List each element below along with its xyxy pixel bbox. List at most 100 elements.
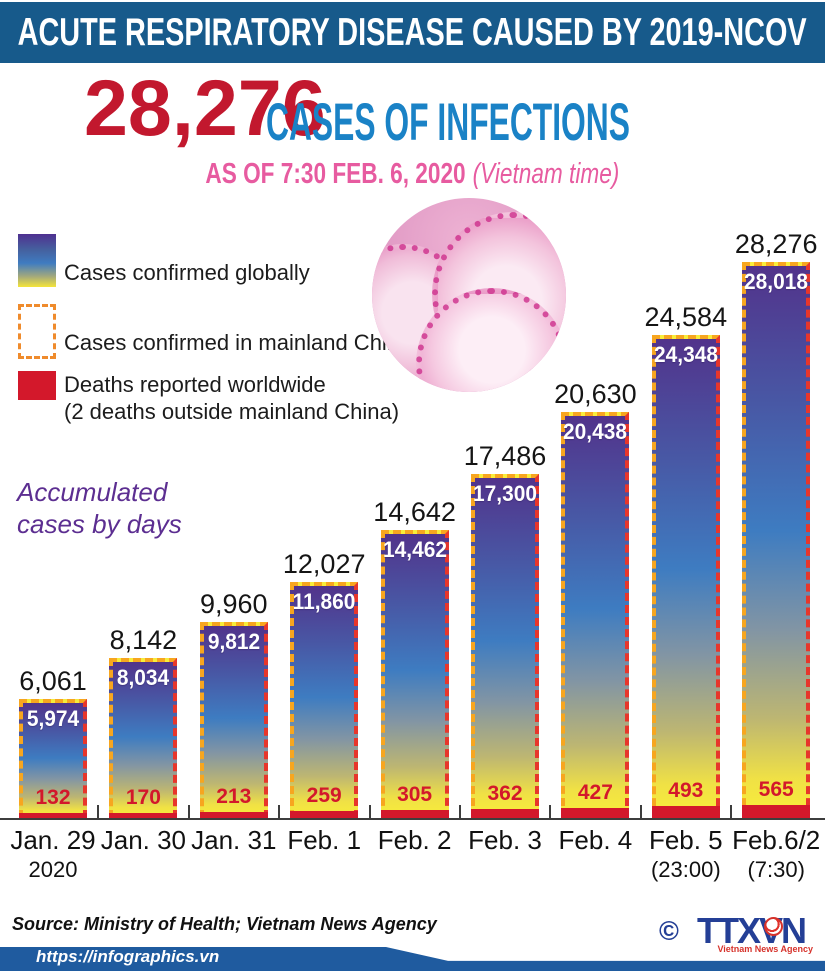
bar-china-label: 17,300: [473, 481, 537, 506]
axis-tick: [187, 805, 190, 818]
total-cases-count: 28,276: [84, 63, 326, 152]
bar-china-label: 8,034: [117, 665, 170, 690]
legend-label-deaths-note: (2 deaths outside mainland China): [64, 399, 400, 424]
bar-deaths-strip: [651, 806, 720, 818]
x-axis-label-sub: (23:00): [650, 857, 721, 882]
x-axis-label-date: Feb. 3: [468, 825, 542, 855]
x-axis-label-jan-30: Jan. 30: [78, 825, 208, 856]
x-axis-label-date: Feb. 5: [648, 825, 723, 855]
bar-deaths-strip: [290, 811, 359, 818]
x-axis-label-feb-1: Feb. 1: [259, 825, 389, 856]
legend-label-deaths: Deaths reported worldwide: [64, 372, 326, 397]
bar-deaths-label: 132: [35, 786, 71, 809]
legend-swatch-global: [18, 234, 56, 287]
x-axis-label-feb-2: Feb. 2: [350, 825, 480, 856]
bar-global-label: 14,642: [373, 497, 456, 527]
bar-feb-4: 20,630 20,438 427: [554, 379, 637, 818]
x-axis-label-date: Jan. 31: [191, 825, 277, 855]
bar-china-label: 28,018: [744, 269, 809, 294]
bar-china-label: 14,462: [382, 537, 447, 562]
infographics-url-link[interactable]: https://infographics.vn: [36, 947, 220, 966]
bar-global-label: 12,027: [282, 549, 366, 579]
axis-tick: [368, 805, 371, 818]
axis-tick: [730, 805, 733, 818]
bar-global-label: 17,486: [463, 441, 547, 471]
x-axis-label-date: Feb. 1: [287, 825, 362, 855]
bar-deaths-label: 305: [397, 783, 433, 806]
bar-jan-30: 8,142 8,034 170: [109, 625, 178, 818]
x-axis-label-date: Feb. 4: [558, 825, 633, 855]
x-axis-label-sub: (7:30): [747, 857, 805, 882]
bar-global-label: 8,142: [109, 625, 178, 655]
ttxvn-logo: TTXVN: [697, 910, 807, 952]
page-title: CASES OF INFECTIONS: [266, 93, 630, 152]
legend-label-global: Cases confirmed globally: [64, 260, 310, 285]
globe-icon: [764, 917, 784, 936]
bar-deaths-label: 427: [577, 781, 613, 804]
bar-global-label: 28,276: [734, 229, 818, 259]
legend-swatch-deaths: [18, 371, 56, 400]
virus-image: [372, 198, 566, 392]
chart-title-note: Accumulated cases by days: [17, 476, 182, 540]
legend-swatch-china: [18, 304, 56, 359]
bar-china-label: 5,974: [26, 706, 80, 731]
bar-jan-29: 6,061 5,974 132: [19, 666, 87, 818]
bar-deaths-label: 362: [487, 782, 523, 805]
bar-china-label: 11,860: [292, 589, 356, 614]
bar-feb-3: 17,486 17,300 362: [464, 441, 546, 818]
bar-deaths-strip: [380, 810, 449, 818]
axis-tick: [278, 805, 281, 818]
bar-china-label: 24,348: [653, 342, 718, 367]
x-axis-label-jan-29: Jan. 29 2020: [0, 825, 118, 883]
axis-tick: [459, 805, 461, 818]
bar-deaths-label: 170: [125, 786, 161, 809]
x-axis-label-sub: 2020: [28, 857, 78, 882]
chart-title-line2: cases by days: [17, 509, 182, 539]
bar-deaths-strip: [109, 813, 178, 818]
header-title: ACUTE RESPIRATORY DISEASE CAUSED BY 2019…: [17, 10, 808, 54]
x-axis-label-date: Jan. 30: [100, 825, 187, 855]
bar-deaths-strip: [742, 805, 811, 818]
x-axis-label-date: Feb. 2: [377, 825, 452, 855]
header-bar: ACUTE RESPIRATORY DISEASE CAUSED BY 2019…: [0, 2, 825, 63]
bar-feb-6-2: 28,276 28,018 565: [735, 229, 817, 818]
axis-tick: [639, 805, 642, 818]
x-axis-label-date: Jan. 29: [10, 825, 96, 855]
bar-feb-2: 14,642 14,462 305: [373, 497, 456, 818]
x-axis-label-feb-5: Feb. 5 (23:00): [621, 825, 751, 883]
x-axis-label-feb-6-2: Feb.6/2 (7:30): [711, 825, 825, 883]
bar-feb-5: 24,584 24,348 493: [645, 302, 727, 818]
bar-deaths-label: 493: [668, 779, 704, 802]
legend-label-china: Cases confirmed in mainland China: [64, 330, 412, 355]
bar-global-label: 9,960: [200, 589, 268, 619]
bar-deaths-strip: [19, 813, 87, 818]
bar-china-label: 9,812: [207, 629, 260, 654]
chart-title-line1: Accumulated: [17, 477, 168, 507]
bar-deaths-label: 213: [216, 785, 252, 808]
bar-deaths-strip: [471, 809, 539, 818]
bar-deaths-label: 259: [306, 784, 342, 807]
subtitle-wrap: AS OF 7:30 FEB. 6, 2020 (Vietnam time): [206, 158, 620, 191]
bar-global-label: 24,584: [644, 302, 728, 332]
timezone-note: (Vietnam time): [472, 158, 620, 190]
ttxvn-logo-text: TTXVN: [697, 910, 807, 951]
copyright-symbol: ©: [659, 916, 679, 946]
bar-global-label: 20,630: [554, 379, 637, 409]
x-axis-label-feb-3: Feb. 3: [440, 825, 570, 856]
x-axis-label-date: Feb.6/2: [732, 825, 821, 855]
axis-tick: [97, 805, 100, 818]
bar-deaths-label: 565: [758, 778, 794, 801]
x-axis-label-jan-31: Jan. 31: [169, 825, 299, 856]
bar-feb-1: 12,027 11,860 259: [283, 549, 365, 818]
source-text: Source: Ministry of Health; Vietnam News…: [12, 914, 437, 934]
bar-deaths-strip: [561, 808, 630, 818]
axis-tick: [549, 805, 552, 818]
x-axis-label-feb-4: Feb. 4: [530, 825, 660, 856]
bar-global-label: 6,061: [19, 666, 87, 696]
bar-jan-31: 9,960 9,812 213: [199, 589, 268, 818]
subtitle: AS OF 7:30 FEB. 6, 2020 (Vietnam time): [0, 158, 825, 191]
as-of-date: AS OF 7:30 FEB. 6, 2020: [205, 158, 466, 190]
bar-china-label: 20,438: [563, 419, 628, 444]
